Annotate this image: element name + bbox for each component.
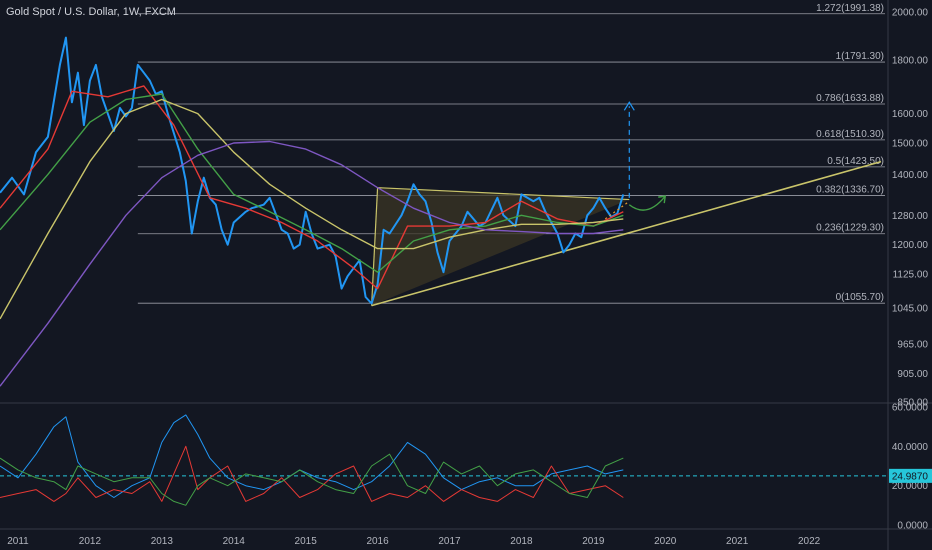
chart-title: Gold Spot / U.S. Dollar, 1W, FXCM [6,6,176,18]
annotation-layer [604,101,667,220]
time-axis-tick-label: 2018 [510,536,533,547]
price-axis-tick-label: 2000.00 [892,7,929,18]
time-axis-tick-label: 2020 [654,536,677,547]
support-trendline[interactable] [371,160,882,307]
price-line [0,36,625,305]
time-axis-tick-label: 2011 [7,536,29,547]
time-axis-tick-label: 2019 [582,536,605,547]
price-axis-tick-label: 905.00 [897,369,928,380]
fib-level-label: 0.786(1633.88) [816,93,884,104]
time-axis-tick-label: 2016 [366,536,389,547]
price-axis-tick-label: 965.00 [897,340,928,351]
osc-axis-tick-label: 60.0000 [892,403,929,414]
time-axis-tick-label: 2021 [726,536,749,547]
path-arrow-curve[interactable] [628,195,666,211]
osc-axis-tick-label: 40.0000 [892,442,929,453]
price-axis-tick-label: 1125.00 [893,270,929,281]
fib-level-label: 0(1055.70) [836,292,884,303]
fib-level-label: 0.618(1510.30) [816,129,884,140]
price-axis-tick-label: 1400.00 [892,170,929,181]
current-value-badge [889,468,932,483]
fib-level-label: 0.236(1229.30) [816,223,884,234]
fib-level-label: 1(1791.30) [836,51,884,62]
time-axis-tick-label: 2014 [223,536,246,547]
current-value-label: 24.9870 [892,471,929,482]
path-arrowhead-icon [658,195,667,204]
price-axis-tick-label: 1045.00 [892,303,929,314]
oscillator-pane [0,414,887,506]
time-axis-tick-label: 2017 [438,536,461,547]
price-axis-tick-label: 1600.00 [892,109,929,120]
time-axis-tick-label: 2013 [151,536,174,547]
price-axis-tick-label: 1280.00 [892,211,929,222]
price-axis-tick-label: 850.00 [897,398,928,409]
osc-axis-tick-label: 0.0000 [897,521,928,532]
fib-level-label: 1.272(1991.38) [816,3,884,14]
price-axis-tick-label: 1200.00 [892,240,929,251]
axis-layer[interactable]: 2000.00 1800.00 1600.00 1500.00 1400.00 1280.… [7,7,932,547]
price-axis-tick-label: 1500.00 [892,138,929,149]
price-axis-tick-label: 1800.00 [892,55,929,66]
time-axis-tick-label: 2015 [295,536,318,547]
ma-purple-line [0,140,624,387]
triangle-edge-top [377,187,630,201]
ma-yellow-line [0,98,624,320]
price-series-layer [0,36,625,387]
osc-axis-tick-label: 20.0000 [892,481,929,492]
ma-red-line [0,85,624,290]
ma-green-line [0,93,624,273]
target-arrowhead-icon [623,101,635,111]
osc-green-line [0,453,624,506]
time-axis-tick-label: 2012 [79,536,102,547]
time-axis-tick-label: 2022 [798,536,821,547]
fib-level-label: 0.382(1336.70) [816,185,884,196]
osc-red-line [0,445,624,502]
fib-level-label: 0.5(1423.50) [827,156,884,167]
